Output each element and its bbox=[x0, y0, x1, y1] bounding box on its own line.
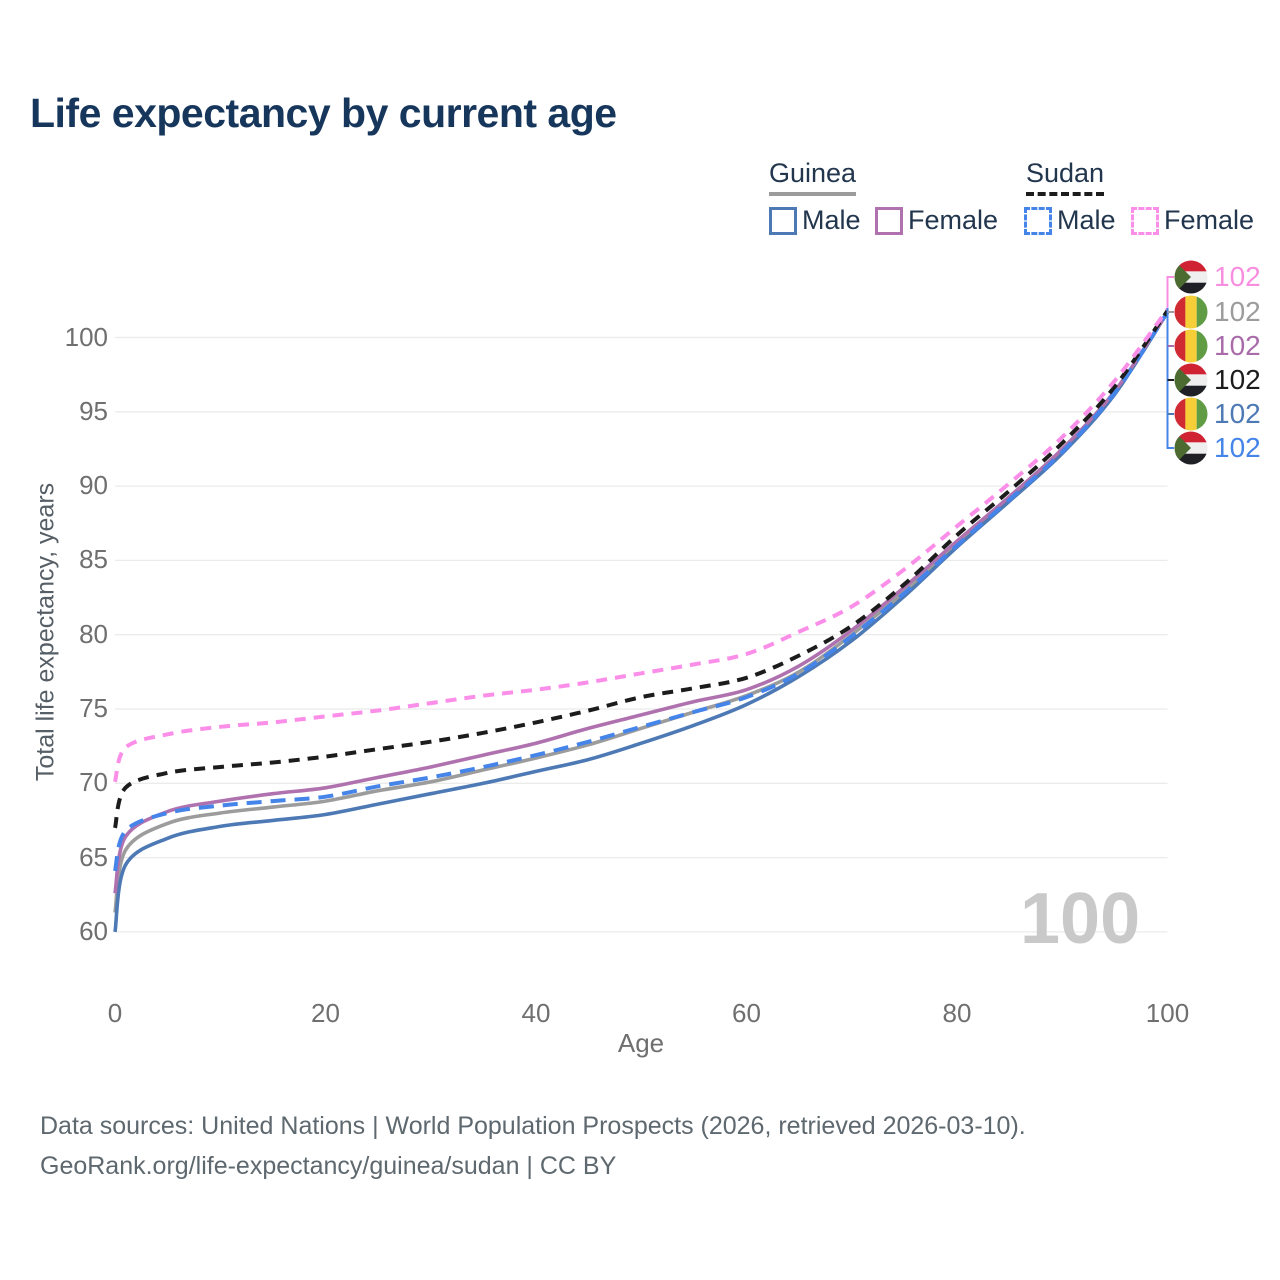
x-tick-label: 100 bbox=[1145, 998, 1190, 1028]
x-tick-label: 20 bbox=[311, 998, 340, 1028]
end-label-sudan-male: ViewBox 102 bbox=[1174, 430, 1261, 466]
guinea-flag-icon bbox=[1174, 397, 1208, 431]
y-tick-label: 85 bbox=[79, 544, 108, 575]
y-tick-label: 60 bbox=[79, 915, 108, 946]
legend-group-sudan: Sudan bbox=[1026, 158, 1105, 196]
sudan-male-swatch-icon bbox=[1024, 206, 1052, 235]
legend-item-label: Female bbox=[908, 205, 999, 235]
end-label-guinea-both-sexes: 102 bbox=[1174, 294, 1261, 330]
footer-link-line: GeoRank.org/life-expectancy/guinea/sudan… bbox=[40, 1152, 617, 1180]
x-axis-title: Age bbox=[617, 1028, 665, 1058]
guinea-flag-icon bbox=[1174, 295, 1208, 329]
series-line-guinea-male bbox=[113, 311, 1170, 933]
y-tick-label: 70 bbox=[79, 767, 108, 798]
footer: Data sources: United Nations | World Pop… bbox=[40, 1106, 1026, 1186]
y-tick-label: 65 bbox=[79, 841, 108, 872]
watermark-age-100: 100 bbox=[1020, 879, 1141, 959]
sudan-female-swatch-icon bbox=[1131, 206, 1159, 235]
legend-item-guinea-male[interactable]: Male bbox=[769, 205, 861, 236]
end-label-guinea-female: 102 bbox=[1174, 328, 1261, 364]
sudan-flag-icon: ViewBox bbox=[1174, 363, 1208, 397]
end-label-value: 102 bbox=[1214, 398, 1261, 429]
legend-group-sudan-label: Sudan bbox=[1026, 158, 1105, 196]
end-label-sudan-female: ViewBox 102 bbox=[1174, 259, 1261, 295]
y-tick-label: 95 bbox=[79, 395, 108, 426]
guinea-male-swatch-icon bbox=[769, 206, 797, 235]
guinea-flag-icon bbox=[1174, 329, 1208, 363]
end-label-guinea-male: 102 bbox=[1174, 396, 1261, 432]
legend-group-guinea-label: Guinea bbox=[769, 158, 857, 196]
x-tick-label: 80 bbox=[942, 998, 972, 1028]
footer-sources-line: Data sources: United Nations | World Pop… bbox=[40, 1112, 1026, 1140]
end-label-value: 102 bbox=[1214, 296, 1261, 327]
page-title: Life expectancy by current age bbox=[30, 90, 617, 136]
y-tick-label: 75 bbox=[79, 693, 108, 723]
series-line-sudan-both-sexes bbox=[113, 309, 1170, 829]
end-label-value: 102 bbox=[1214, 261, 1261, 292]
end-label-value: 102 bbox=[1214, 364, 1261, 395]
legend-item-sudan-female[interactable]: Female bbox=[1131, 205, 1254, 236]
series-line-sudan-female bbox=[113, 308, 1170, 783]
leader-line-pink bbox=[1166, 276, 1174, 309]
legend-item-label: Male bbox=[802, 205, 861, 235]
end-label-value: 102 bbox=[1214, 432, 1261, 463]
legend-group-guinea: Guinea bbox=[769, 158, 857, 196]
end-label-value: 102 bbox=[1214, 330, 1261, 361]
legend-item-guinea-female[interactable]: Female bbox=[875, 205, 998, 236]
legend-item-label: Male bbox=[1057, 205, 1116, 235]
sudan-flag-icon: ViewBox bbox=[1174, 431, 1208, 465]
y-tick-label: 100 bbox=[64, 321, 108, 352]
x-tick-label: 60 bbox=[732, 998, 761, 1028]
guinea-female-swatch-icon bbox=[875, 206, 903, 235]
x-tick-label: 0 bbox=[107, 998, 123, 1028]
x-tick-label: 40 bbox=[521, 998, 551, 1028]
y-tick-label: 80 bbox=[79, 618, 108, 649]
end-label-sudan-both-sexes: ViewBox 102 bbox=[1174, 362, 1261, 398]
series-line-guinea-female bbox=[113, 311, 1169, 894]
y-tick-label: 90 bbox=[79, 470, 108, 501]
leader-line-blue bbox=[1166, 308, 1174, 449]
legend-item-sudan-male[interactable]: Male bbox=[1024, 205, 1116, 236]
legend-item-label: Female bbox=[1164, 205, 1255, 235]
series-line-sudan-male bbox=[113, 311, 1170, 872]
series-line-guinea-both-sexes bbox=[113, 311, 1170, 913]
sudan-flag-icon: ViewBox bbox=[1174, 260, 1208, 294]
